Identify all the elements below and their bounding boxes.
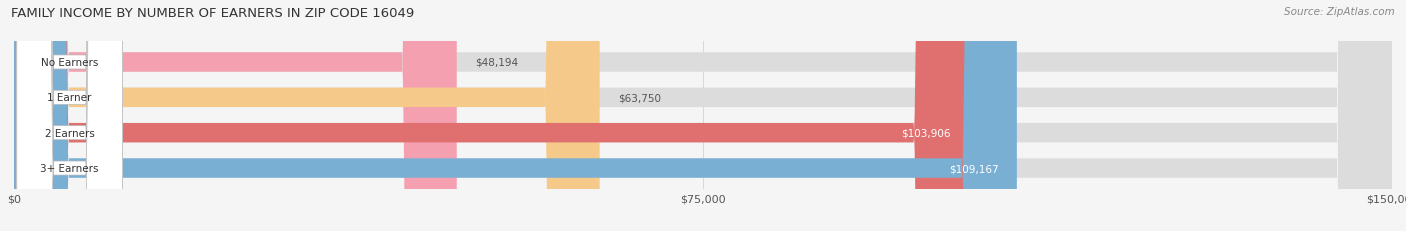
FancyBboxPatch shape bbox=[17, 0, 122, 231]
Text: 2 Earners: 2 Earners bbox=[45, 128, 94, 138]
Text: 3+ Earners: 3+ Earners bbox=[41, 163, 98, 173]
FancyBboxPatch shape bbox=[14, 0, 1392, 231]
Text: 1 Earner: 1 Earner bbox=[48, 93, 91, 103]
Text: Source: ZipAtlas.com: Source: ZipAtlas.com bbox=[1284, 7, 1395, 17]
FancyBboxPatch shape bbox=[14, 0, 1392, 231]
Text: $109,167: $109,167 bbox=[949, 163, 998, 173]
FancyBboxPatch shape bbox=[14, 0, 599, 231]
FancyBboxPatch shape bbox=[14, 0, 1017, 231]
FancyBboxPatch shape bbox=[14, 0, 457, 231]
Text: $48,194: $48,194 bbox=[475, 58, 519, 68]
FancyBboxPatch shape bbox=[14, 0, 1392, 231]
FancyBboxPatch shape bbox=[14, 0, 969, 231]
Text: $103,906: $103,906 bbox=[901, 128, 950, 138]
FancyBboxPatch shape bbox=[17, 0, 122, 231]
FancyBboxPatch shape bbox=[17, 0, 122, 231]
Text: No Earners: No Earners bbox=[41, 58, 98, 68]
Text: $63,750: $63,750 bbox=[619, 93, 661, 103]
FancyBboxPatch shape bbox=[17, 0, 122, 231]
Text: FAMILY INCOME BY NUMBER OF EARNERS IN ZIP CODE 16049: FAMILY INCOME BY NUMBER OF EARNERS IN ZI… bbox=[11, 7, 415, 20]
FancyBboxPatch shape bbox=[14, 0, 1392, 231]
